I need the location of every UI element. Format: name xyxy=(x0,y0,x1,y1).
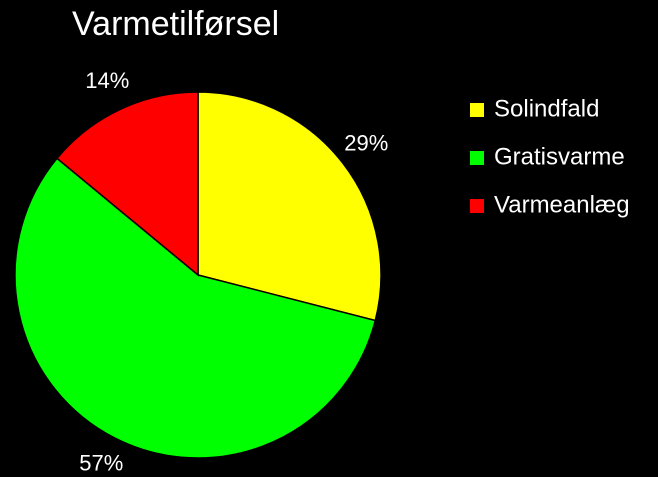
data-label: 14% xyxy=(85,68,129,93)
pie-slice xyxy=(55,91,199,277)
pie-slice xyxy=(14,157,377,459)
data-label: 57% xyxy=(79,451,123,476)
legend-label: Varmeanlæg xyxy=(494,191,630,218)
chart-title: Varmetilførsel xyxy=(72,5,279,43)
legend-swatch xyxy=(470,151,484,165)
pie-slice xyxy=(197,91,382,322)
legend-label: Solindfald xyxy=(494,95,599,122)
data-label: 29% xyxy=(344,130,388,155)
legend-swatch xyxy=(470,199,484,213)
legend-swatch xyxy=(470,103,484,117)
legend-label: Gratisvarme xyxy=(494,143,625,170)
